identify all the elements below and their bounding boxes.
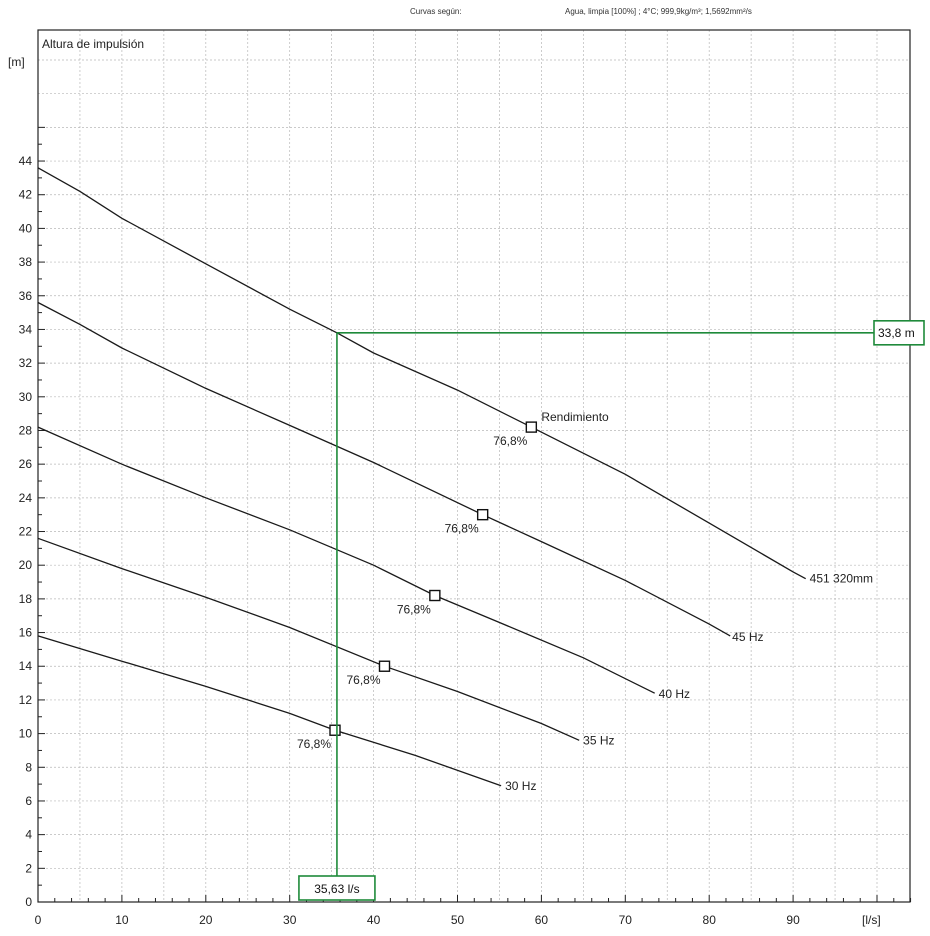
curve-line — [37, 301, 731, 637]
efficiency-label: 76,8% — [297, 737, 331, 751]
y-tick-label: 20 — [19, 558, 33, 572]
y-tick-label: 18 — [19, 592, 33, 606]
operating-point: 35,63 l/s 33,8 m — [298, 320, 925, 901]
curve-line — [37, 167, 807, 580]
y-tick-label: 40 — [19, 221, 33, 235]
efficiency-marker — [329, 724, 341, 736]
chart-title: Altura de impulsión — [42, 37, 144, 51]
efficiency-title: Rendimiento — [541, 410, 609, 424]
x-axis-unit: [l/s] — [862, 913, 881, 927]
axis-ticks: 0 10 20 30 40 50 60 70 80 90024681012141618202224… — [19, 126, 912, 927]
efficiency-marker — [378, 660, 391, 672]
efficiency-marker — [476, 508, 489, 521]
y-tick-label: 42 — [19, 188, 33, 202]
y-axis-unit: [m] — [8, 55, 25, 69]
y-tick-label: 22 — [19, 525, 33, 539]
op-head-label: 33,8 m — [878, 326, 915, 340]
curves: 451 320mm 76,8% 45 Hz 76,8% 40 Hz 76,8% 35 Hz 7… — [37, 167, 873, 793]
efficiency-label: 76,8% — [346, 673, 380, 687]
x-tick-label: 20 — [199, 913, 213, 927]
op-flow-box — [298, 875, 376, 901]
x-tick-label: 60 — [535, 913, 549, 927]
curve-name-label: 35 Hz — [583, 733, 614, 747]
x-tick-label: 70 — [619, 913, 633, 927]
efficiency-label: 76,8% — [493, 434, 527, 448]
y-tick-label: 24 — [19, 491, 33, 505]
op-head-box — [873, 320, 925, 346]
x-tick-label: 0 — [35, 913, 42, 927]
efficiency-marker — [525, 421, 538, 433]
y-tick-label: 0 — [25, 895, 32, 909]
op-flow-label: 35,63 l/s — [314, 882, 359, 896]
efficiency-marker — [429, 589, 441, 602]
y-tick-label: 16 — [19, 626, 33, 640]
y-tick-label: 4 — [25, 828, 32, 842]
y-tick-label: 38 — [19, 255, 33, 269]
header-curves-label: Curvas según: — [410, 7, 462, 16]
x-tick-label: 40 — [367, 913, 381, 927]
x-tick-label: 10 — [115, 913, 129, 927]
x-tick-label: 90 — [786, 913, 800, 927]
x-tick-label: 30 — [283, 913, 297, 927]
y-tick-label: 10 — [19, 727, 33, 741]
y-tick-label: 6 — [25, 794, 32, 808]
y-tick-label: 26 — [19, 457, 33, 471]
curve-line — [37, 537, 580, 741]
curve-name-label: 40 Hz — [659, 687, 690, 701]
y-tick-label: 36 — [19, 289, 33, 303]
x-tick-label: 50 — [451, 913, 465, 927]
efficiency-label: 76,8% — [397, 603, 431, 617]
curve-line — [37, 635, 502, 787]
curve-line — [37, 426, 655, 694]
curve-name-label: 451 320mm — [810, 572, 873, 586]
y-tick-label: 12 — [19, 693, 33, 707]
y-tick-label: 14 — [19, 659, 33, 673]
curve-name-label: 30 Hz — [505, 779, 536, 793]
y-tick-label: 28 — [19, 423, 33, 437]
y-tick-label: 34 — [19, 322, 33, 336]
y-tick-label: 30 — [19, 390, 33, 404]
curve-name-label: 45 Hz — [732, 630, 763, 644]
y-tick-label: 32 — [19, 356, 33, 370]
efficiency-label: 76,8% — [445, 522, 479, 536]
y-tick-label: 44 — [19, 154, 33, 168]
grid-lines — [38, 30, 910, 902]
y-tick-label: 2 — [25, 861, 32, 875]
y-tick-label: 8 — [25, 760, 32, 774]
header-fluid: Agua, limpia [100%] ; 4°C; 999,9kg/m³; 1… — [565, 7, 752, 16]
x-tick-label: 80 — [703, 913, 717, 927]
